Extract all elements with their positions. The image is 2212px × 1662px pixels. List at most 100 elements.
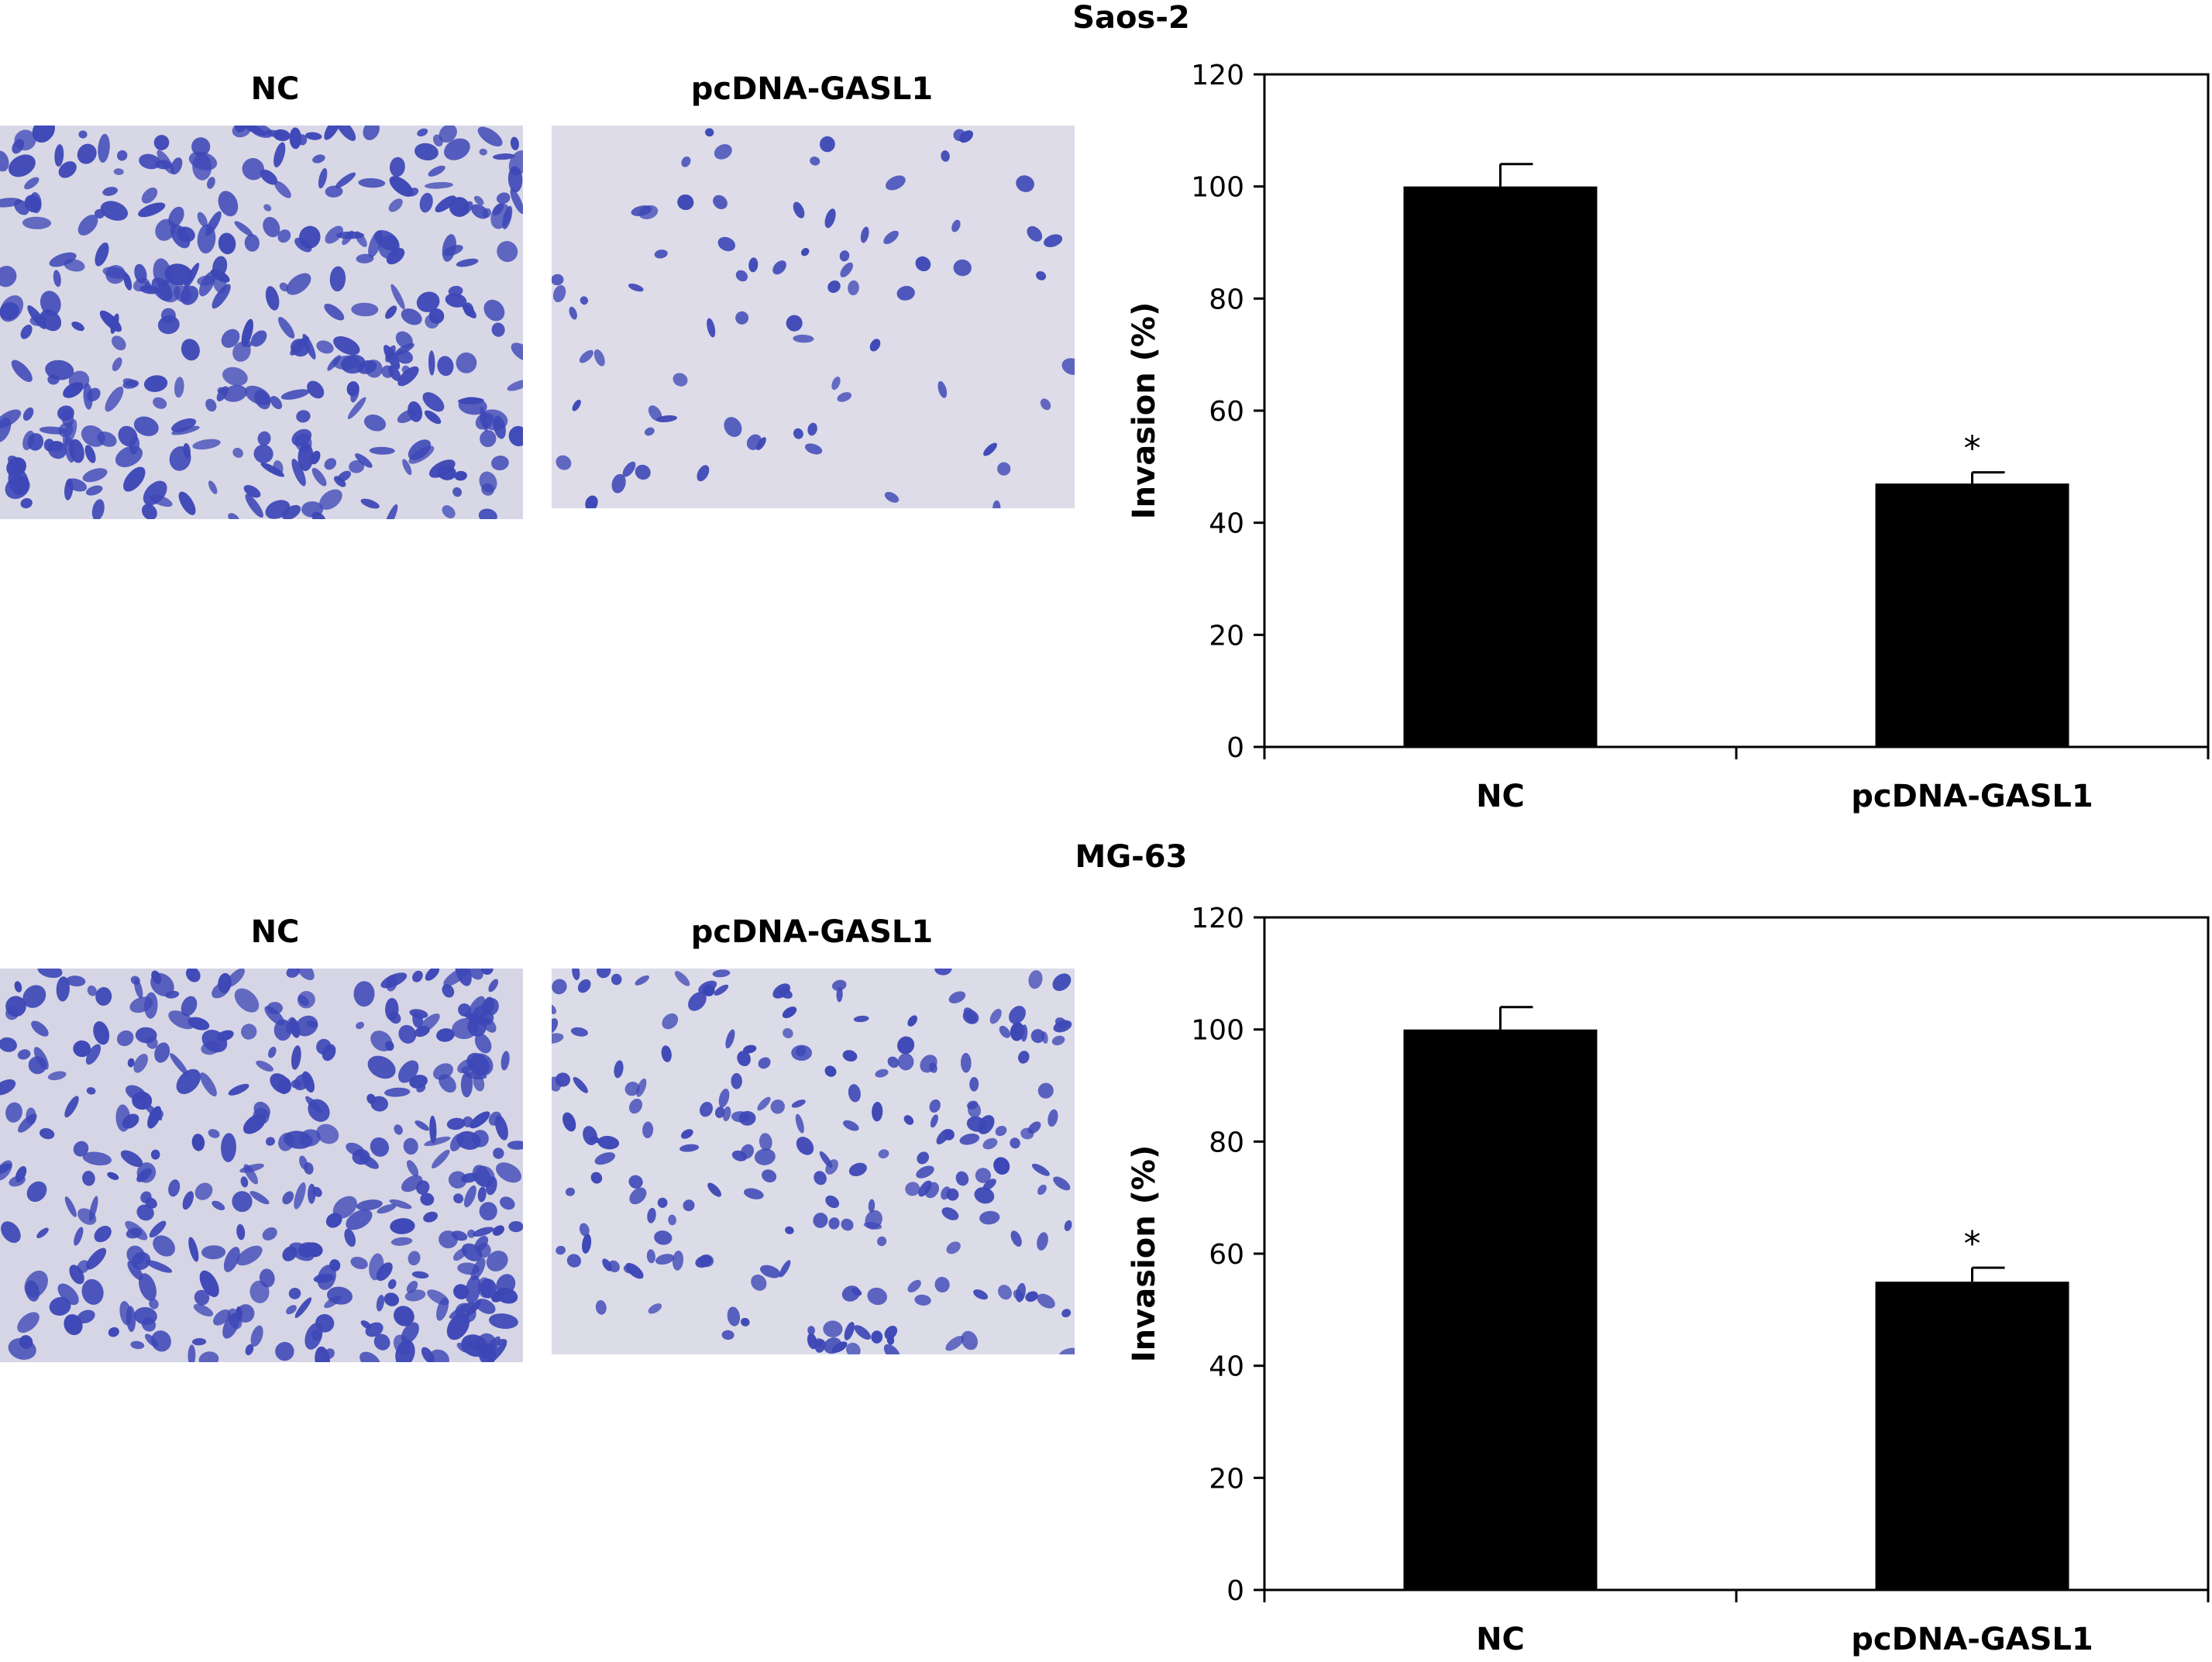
y-tick-label: 120 <box>1191 903 1244 934</box>
stained-cell <box>150 972 174 996</box>
stained-cell <box>192 439 221 450</box>
stained-cell <box>508 1221 523 1233</box>
stained-cell <box>420 1192 435 1206</box>
stained-cell <box>153 397 167 409</box>
stained-cell <box>232 447 243 458</box>
stained-cell <box>236 1245 263 1266</box>
y-tick-label: 20 <box>1209 1463 1244 1495</box>
stained-cell <box>273 142 286 168</box>
stained-cell <box>842 1050 858 1062</box>
stained-cell <box>24 194 41 213</box>
stained-cell <box>412 970 423 982</box>
stained-cell <box>153 135 170 150</box>
stained-cell <box>480 406 488 432</box>
stained-cell <box>629 1187 647 1205</box>
stained-cell <box>301 1071 315 1093</box>
stained-cell <box>107 1172 119 1180</box>
stained-cell <box>394 1124 403 1135</box>
stained-cell <box>770 1099 785 1114</box>
stained-cell <box>477 126 503 147</box>
y-tick-label: 60 <box>1209 1239 1244 1271</box>
stained-cell <box>1025 1291 1038 1302</box>
stained-cell <box>136 1204 154 1221</box>
stained-cell <box>157 315 180 335</box>
micrograph-nc <box>0 969 523 1362</box>
stained-cell <box>841 1218 854 1231</box>
stained-cell <box>329 266 346 292</box>
stained-cell <box>454 470 467 481</box>
stained-cell <box>236 1223 246 1240</box>
stained-cell <box>318 167 328 189</box>
stained-cell <box>419 192 433 213</box>
stained-cell <box>22 430 35 451</box>
stained-cell <box>611 973 622 986</box>
stained-cell <box>941 1207 959 1220</box>
stained-cell <box>597 1135 620 1150</box>
stained-cell <box>842 1120 859 1131</box>
stained-cell <box>424 1136 451 1147</box>
stained-cell <box>27 305 46 329</box>
stained-cell <box>250 330 267 347</box>
stained-cell <box>758 1057 771 1069</box>
stained-cell <box>47 1071 67 1081</box>
stained-cell <box>417 1013 440 1034</box>
stained-cell <box>997 462 1011 476</box>
stained-cell <box>398 1060 419 1083</box>
stained-cell <box>472 1130 489 1148</box>
stained-cell <box>848 1162 867 1177</box>
stained-cell <box>422 392 445 412</box>
stained-cell <box>32 126 55 143</box>
stained-cell <box>58 161 77 178</box>
stained-cell <box>439 126 457 143</box>
stained-cell <box>22 407 34 421</box>
stained-cell <box>695 1255 712 1268</box>
stained-cell <box>668 1214 676 1226</box>
stained-cell <box>642 1121 654 1139</box>
stained-cell <box>989 1008 1002 1024</box>
stained-cell <box>324 303 345 321</box>
stained-cell <box>40 291 61 316</box>
stained-cell <box>846 1342 861 1354</box>
stained-cell <box>948 991 966 1004</box>
stained-cell <box>138 202 166 218</box>
stained-cell <box>198 1351 219 1362</box>
stained-cell <box>117 150 128 161</box>
stained-cell <box>470 1111 490 1129</box>
stained-cell <box>590 1172 603 1184</box>
stained-cell <box>384 504 398 519</box>
stained-cell <box>934 969 952 976</box>
stained-cell <box>250 1325 263 1347</box>
stained-cell <box>267 1046 277 1058</box>
stained-cell <box>783 1027 793 1039</box>
stained-cell <box>916 1165 934 1179</box>
stained-cell <box>324 458 337 470</box>
stained-cell <box>111 335 126 351</box>
stained-cell <box>1010 1022 1025 1041</box>
stained-cell <box>751 1274 767 1291</box>
stained-cell <box>397 366 419 387</box>
stained-cell <box>428 308 445 324</box>
stained-cell <box>265 286 280 311</box>
stained-cell <box>455 1302 476 1323</box>
stained-cell <box>432 1149 450 1168</box>
stained-cell <box>740 1317 750 1327</box>
stained-cell <box>999 1025 1011 1038</box>
stained-cell <box>407 188 419 197</box>
stained-cell <box>11 360 33 383</box>
bar-chart: 0 20 40 60 80 100 120 Invasion (%) NC * pcDNA-GASL… <box>1127 903 2210 1657</box>
stained-cell <box>982 1137 998 1150</box>
stained-cell <box>91 499 105 519</box>
stained-cell <box>457 1262 480 1275</box>
stained-cell <box>58 422 74 438</box>
stained-cell <box>332 1196 357 1219</box>
stained-cell <box>373 1333 390 1351</box>
image-label-nc: NC <box>250 71 300 107</box>
stained-cell <box>304 132 322 140</box>
stained-cell <box>417 128 428 137</box>
stained-cell <box>20 497 33 509</box>
stained-cell <box>141 504 157 519</box>
stained-cell <box>295 969 315 981</box>
stained-cell <box>597 969 611 979</box>
stained-cell <box>827 280 841 293</box>
stained-cell <box>241 1024 257 1040</box>
